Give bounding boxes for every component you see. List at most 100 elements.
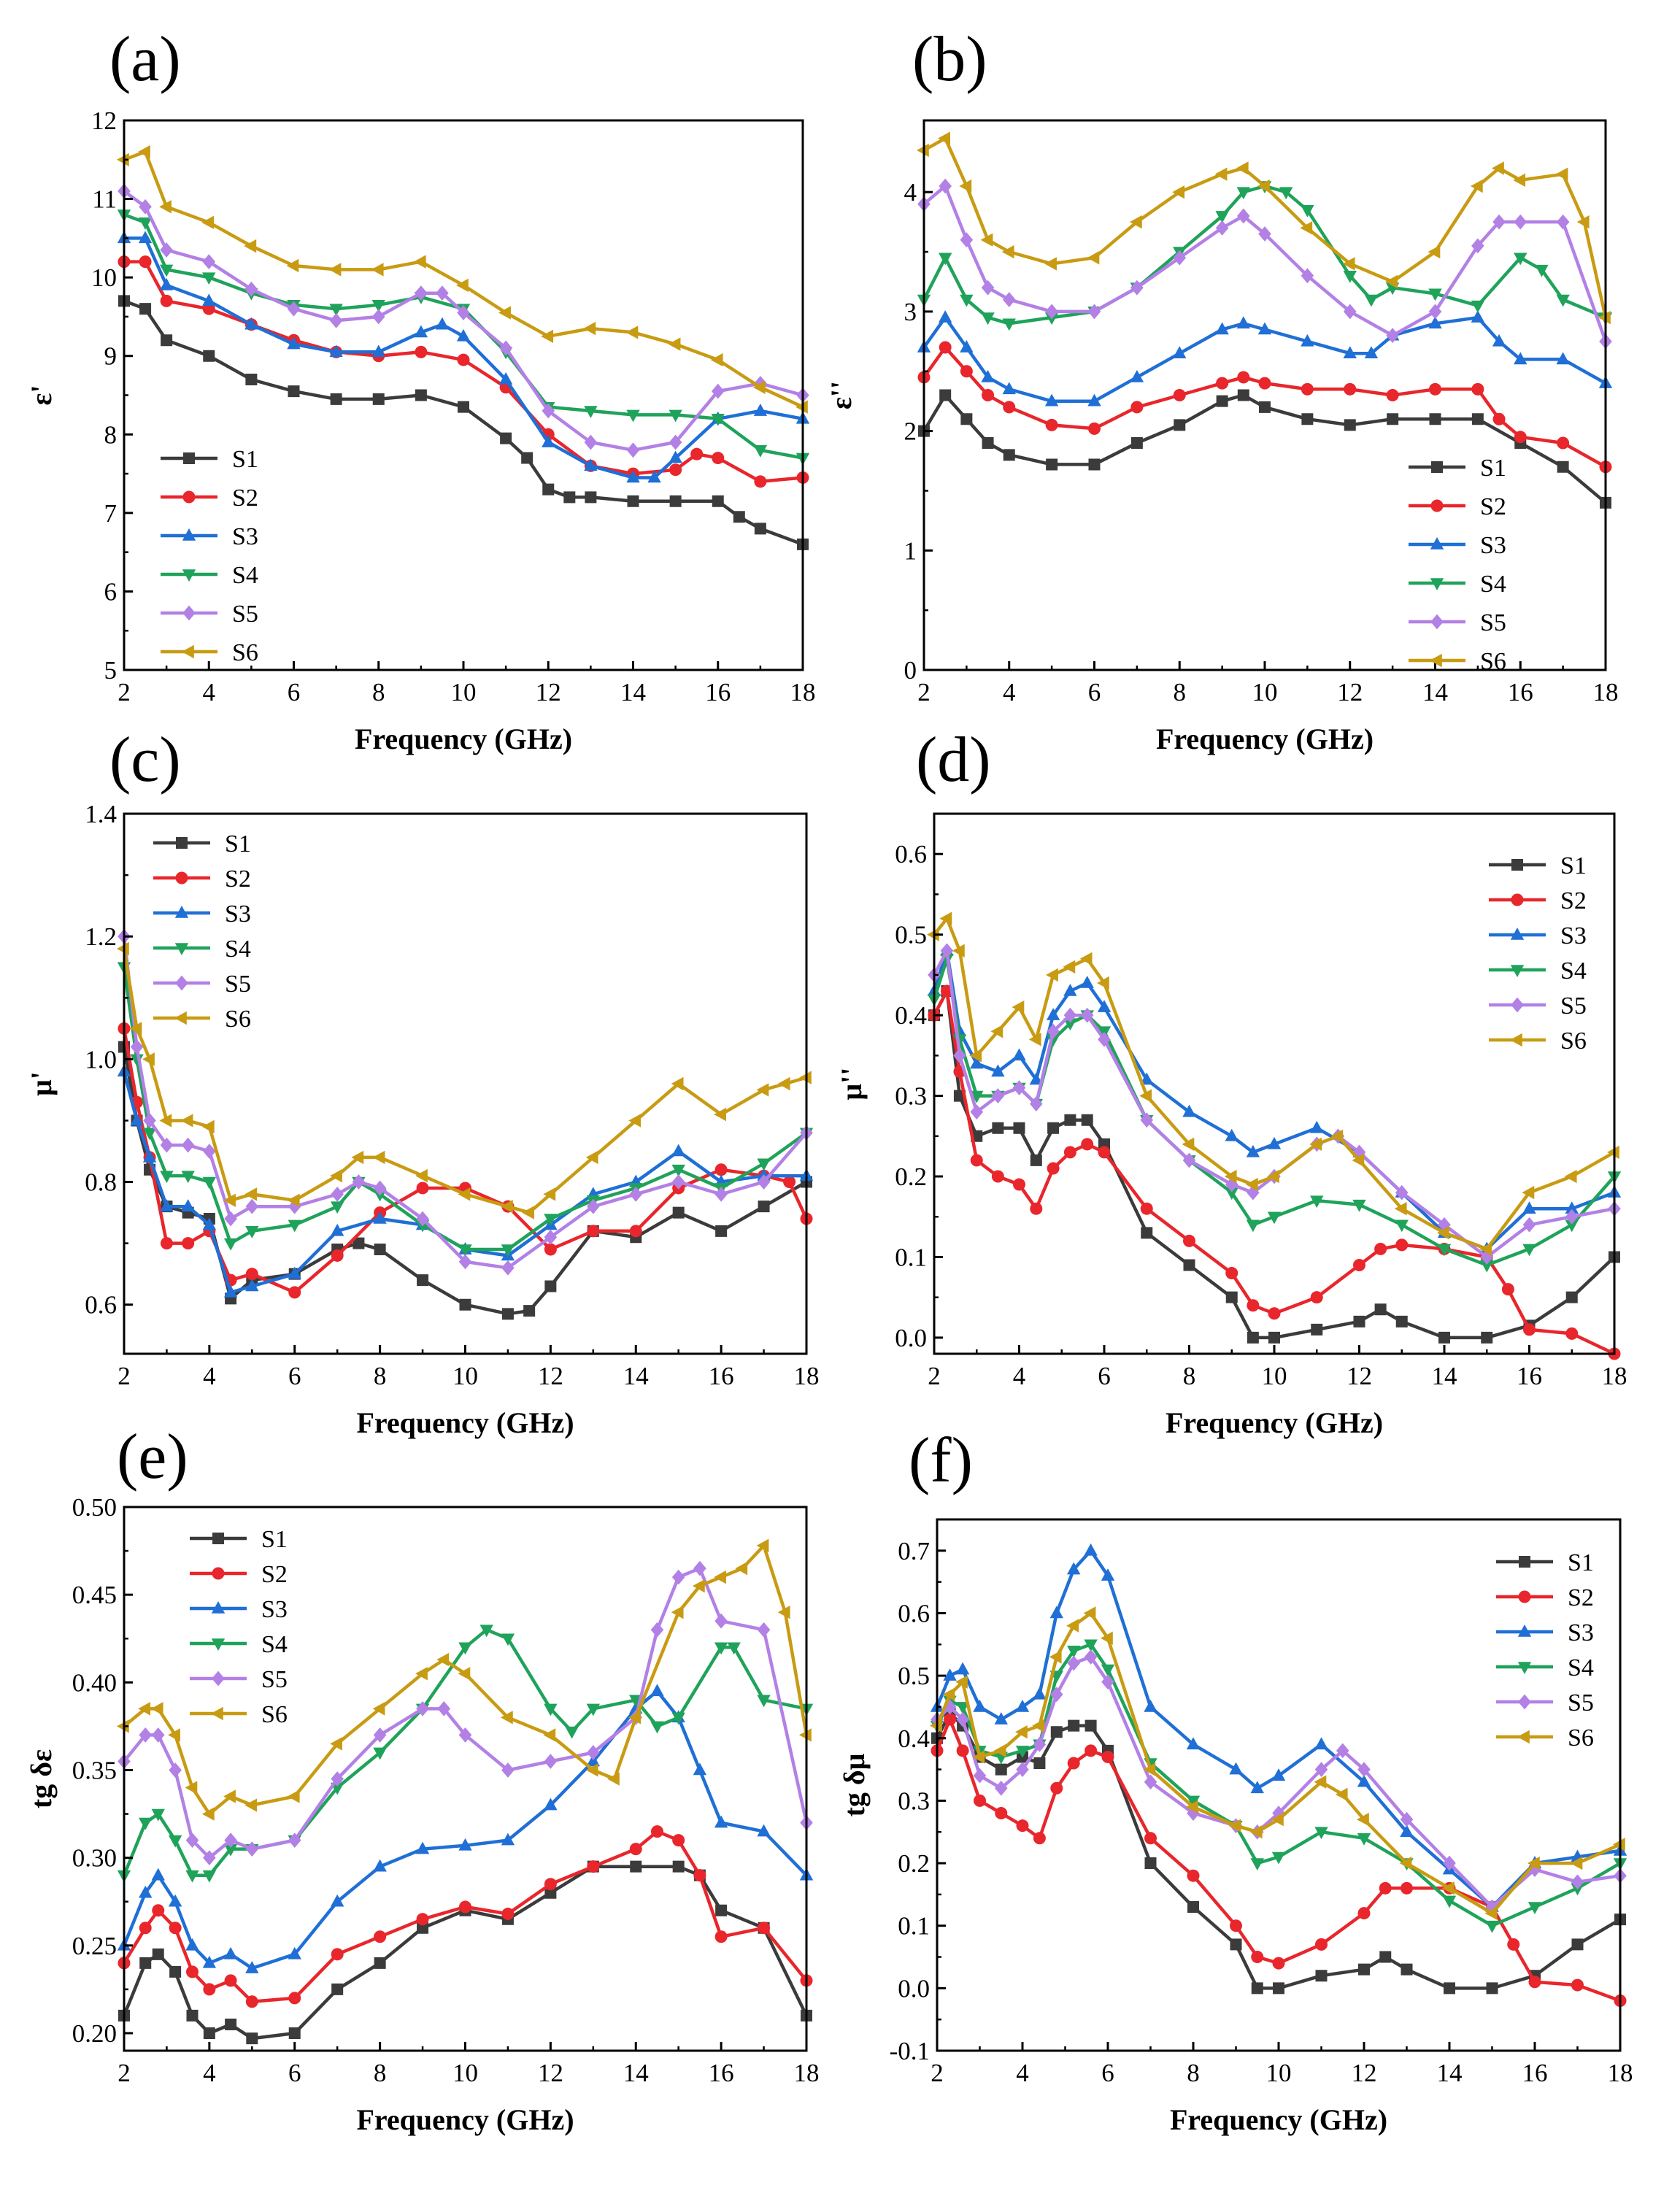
data-point-S5 — [757, 1622, 771, 1638]
data-point-S6 — [372, 1150, 385, 1165]
data-point-S5 — [1173, 250, 1187, 266]
y-tick-label: 0.1 — [895, 1243, 927, 1271]
x-tick-label: 8 — [1187, 2059, 1200, 2087]
data-point-S4 — [711, 413, 725, 426]
data-point-S6 — [756, 1538, 769, 1553]
data-point-S1 — [1230, 1938, 1242, 1951]
y-tick-label: 0.5 — [895, 921, 927, 949]
data-point-S5 — [693, 1560, 706, 1576]
data-point-S1 — [1033, 1757, 1046, 1770]
data-point-S5 — [1386, 328, 1399, 344]
data-point-S3 — [1067, 1562, 1081, 1575]
data-point-S6 — [541, 329, 554, 344]
data-point-S3 — [168, 1894, 182, 1907]
y-tick-label: 0.0 — [895, 1324, 927, 1352]
legend-label-S6: S6 — [1560, 1028, 1587, 1055]
data-point-S2 — [672, 1834, 685, 1847]
data-point-S5 — [245, 1841, 259, 1857]
data-point-S4 — [1215, 211, 1229, 223]
data-point-S6 — [498, 306, 511, 320]
x-tick-label: 2 — [928, 1362, 941, 1390]
legend: S1 S2 S3 S4 S5 S6 — [1489, 852, 1587, 1055]
x-tick-label: 4 — [1003, 678, 1016, 706]
data-point-S5 — [1012, 1080, 1026, 1095]
data-point-S5 — [1443, 1855, 1456, 1871]
data-point-S5 — [1514, 214, 1527, 230]
legend-label-S4: S4 — [232, 562, 258, 589]
data-point-S3 — [1364, 346, 1379, 359]
data-point-S6 — [1513, 173, 1526, 188]
data-point-S2 — [224, 1974, 237, 1987]
data-point-S6 — [1428, 244, 1441, 259]
data-point-S5 — [587, 1198, 600, 1214]
data-point-S5 — [1301, 268, 1314, 284]
data-point-S6 — [1484, 1906, 1498, 1920]
data-point-S4 — [1314, 1827, 1328, 1840]
x-tick-label: 18 — [1593, 678, 1619, 706]
data-point-S1 — [1144, 1857, 1157, 1870]
legend-label-S5: S5 — [1568, 1689, 1594, 1716]
data-point-S2 — [1471, 382, 1484, 396]
data-point-S2 — [331, 1249, 344, 1262]
y-tick-label: 0.30 — [72, 1844, 117, 1873]
data-point-S1 — [1247, 1331, 1259, 1344]
data-point-S6 — [930, 1719, 942, 1733]
legend-marker-S3 — [211, 1601, 226, 1614]
data-point-S5 — [437, 1700, 451, 1716]
data-point-S5 — [160, 242, 173, 258]
data-point-S4 — [160, 1171, 174, 1184]
data-point-S3 — [501, 1833, 515, 1846]
data-point-S6 — [585, 1150, 598, 1165]
data-point-S5 — [650, 1622, 664, 1638]
y-tick-label: 12 — [91, 107, 117, 135]
x-axis-title: Frequency (GHz) — [1156, 722, 1374, 755]
data-point-S2 — [1374, 1242, 1387, 1255]
x-axis-title: Frequency (GHz) — [1166, 1406, 1383, 1439]
data-point-S3 — [1033, 1687, 1047, 1700]
data-point-S2 — [690, 447, 704, 460]
data-point-S5 — [203, 1850, 216, 1866]
y-tick-label: 8 — [104, 420, 117, 449]
data-point-S4 — [288, 1219, 301, 1233]
legend-marker-S1 — [1431, 461, 1443, 473]
legend-marker-S4 — [1430, 578, 1444, 590]
data-point-S1 — [544, 1280, 557, 1292]
legend-marker-S3 — [1430, 537, 1444, 550]
data-point-S3 — [160, 1199, 174, 1211]
legend-label-S4: S4 — [1480, 571, 1506, 598]
data-point-S5 — [501, 1762, 515, 1778]
data-point-S2 — [1216, 377, 1229, 390]
data-point-S3 — [943, 1668, 957, 1681]
data-point-S2 — [1247, 1299, 1260, 1312]
data-point-S4 — [1063, 1018, 1077, 1031]
data-point-S4 — [1437, 1244, 1452, 1257]
data-point-S5 — [139, 1727, 153, 1743]
data-point-S5 — [940, 943, 954, 959]
data-point-S4 — [1522, 1244, 1536, 1257]
x-tick-label: 16 — [1508, 678, 1533, 706]
panel-letter: (d) — [916, 725, 991, 795]
legend-label-S6: S6 — [232, 639, 258, 666]
data-point-S4 — [458, 1642, 472, 1655]
data-point-S2 — [459, 1900, 471, 1914]
plot-frame — [123, 119, 804, 671]
data-point-S6 — [1564, 1169, 1577, 1184]
data-point-S6 — [671, 1076, 684, 1091]
data-point-S2 — [1013, 1178, 1025, 1191]
data-point-S1 — [960, 413, 973, 425]
y-tick-label: 0.1 — [898, 1912, 930, 1941]
data-point-S6 — [938, 131, 950, 145]
legend-label-S3: S3 — [1560, 922, 1587, 949]
data-point-S6 — [714, 1570, 726, 1584]
data-point-S2 — [995, 1807, 1008, 1820]
data-point-S1 — [672, 1860, 685, 1873]
data-point-S6 — [129, 1022, 142, 1036]
data-point-S5 — [416, 1700, 429, 1716]
data-point-S3 — [1267, 1136, 1282, 1149]
data-point-S6 — [1063, 960, 1076, 974]
data-point-S5 — [436, 285, 449, 301]
panel-letter: (b) — [912, 24, 987, 95]
legend-marker-S6 — [1510, 1033, 1522, 1047]
legend-label-S2: S2 — [1568, 1584, 1594, 1611]
data-point-S1 — [1085, 1719, 1097, 1732]
